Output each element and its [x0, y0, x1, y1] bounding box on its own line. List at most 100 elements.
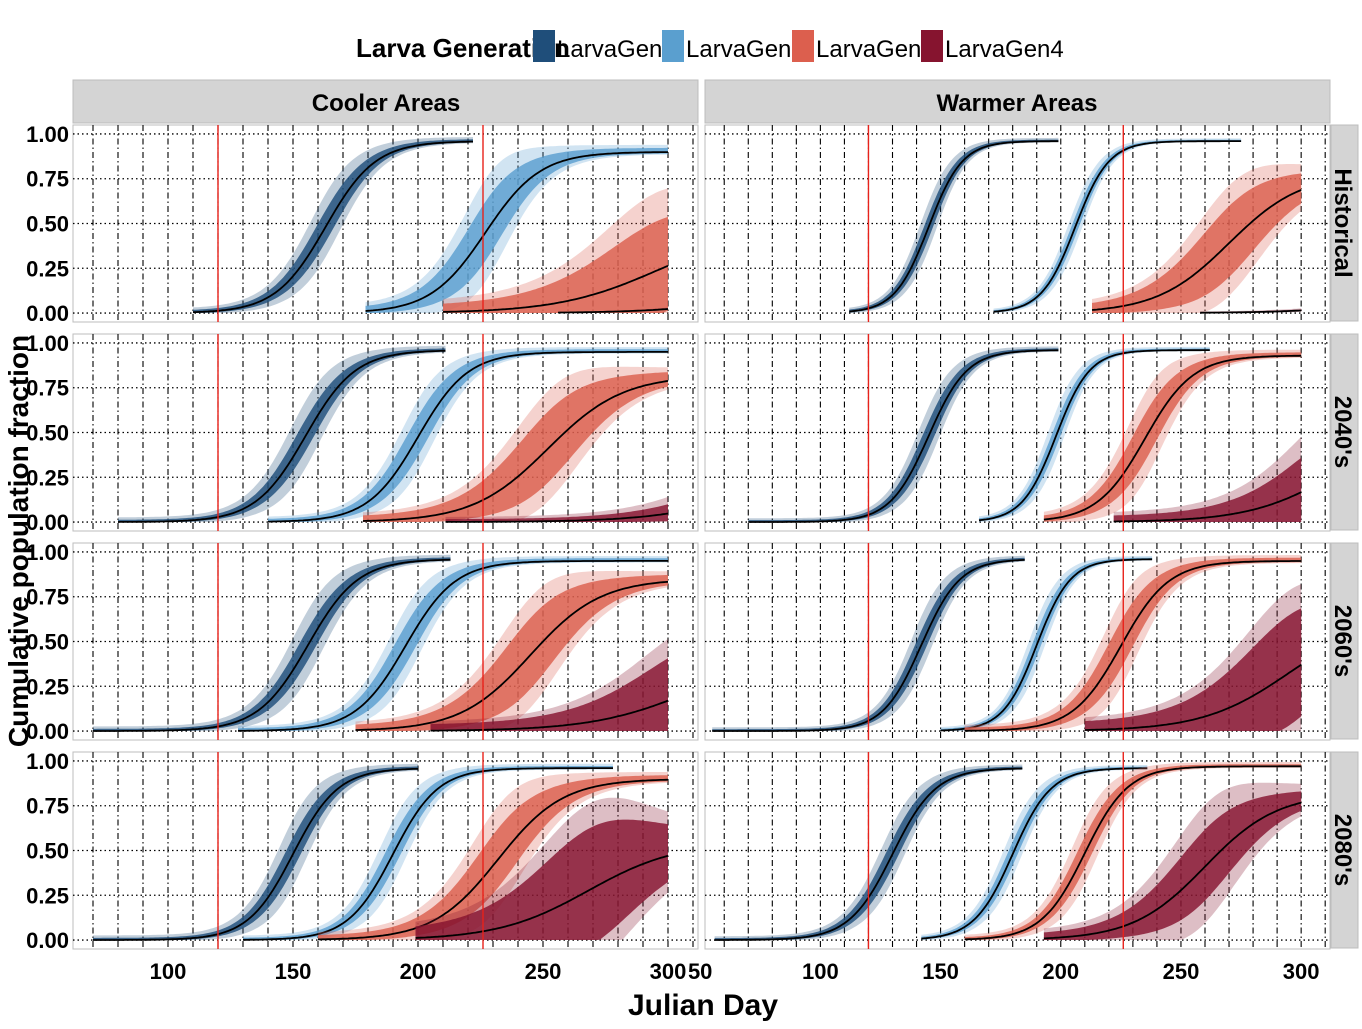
gen4-inner-band	[430, 658, 668, 731]
gen3-inner-band	[355, 575, 668, 731]
gen2-median-line	[365, 151, 668, 312]
x-tick-label: 250	[525, 959, 562, 984]
y-tick-label: 0.50	[26, 212, 69, 237]
x-tick-label: 200	[400, 959, 437, 984]
gen4-inner-band	[1043, 791, 1302, 940]
y-tick-label: 0.50	[26, 839, 69, 864]
gen2-median-line	[993, 140, 1242, 313]
strip-label-2080s: 2080's	[1329, 814, 1356, 886]
gen2-median-line	[940, 558, 1153, 732]
gen3-median-line	[964, 560, 1302, 732]
x-axis-title: Julian Day	[628, 989, 778, 1022]
gen3-median-line	[355, 580, 669, 731]
legend: Larva Generation LarvaGen1 LarvaGen2 Lar…	[356, 30, 1064, 63]
gen4-median-line	[1084, 664, 1302, 731]
gen2-median-line	[238, 560, 668, 732]
x-ticks: 100 150 200 250 300 50 100 150 200 250 300	[150, 959, 1320, 984]
x-tick-label: 150	[922, 959, 959, 984]
strip-2060s	[1330, 542, 1359, 740]
gen3-median-line	[442, 264, 669, 313]
legend-label-gen4: LarvaGen4	[945, 36, 1064, 63]
gen4-inner-band	[1084, 608, 1302, 731]
gen4-inner-band	[415, 819, 668, 940]
y-tick-label: 0.75	[26, 376, 69, 401]
gen4-median-line	[415, 854, 669, 939]
y-tick-label: 0.25	[26, 883, 69, 908]
gen2-median-line	[978, 349, 1210, 522]
x-tick-label: 200	[1042, 959, 1079, 984]
y-axis-title: Cumulative population fraction	[3, 335, 34, 747]
gen1-inner-band	[193, 139, 473, 313]
panel-5	[704, 542, 1331, 741]
y-tick-label: 1.00	[26, 331, 69, 356]
gen1-median-line	[748, 349, 1059, 523]
strip-cooler-areas	[72, 79, 699, 124]
panel-3	[704, 333, 1331, 532]
gen2-inner-band	[979, 348, 1210, 522]
strip-label-2040s: 2040's	[1329, 396, 1356, 468]
x-tick-label: 100	[150, 959, 187, 984]
x-tick-label: 50	[688, 959, 712, 984]
y-tick-label: 0.00	[26, 719, 69, 744]
gen2-median-line	[268, 350, 668, 523]
y-tick-label: 0.75	[26, 585, 69, 610]
gen4-median-line	[1200, 309, 1302, 314]
legend-swatch-gen3	[792, 30, 814, 62]
legend-swatch-gen2	[662, 30, 684, 62]
gen4-median-line	[557, 308, 669, 314]
y-tick-label: 1.00	[26, 749, 69, 774]
gen3-outer-band	[964, 762, 1302, 940]
gen1-median-line	[192, 140, 473, 314]
strip-2080s	[1330, 751, 1359, 949]
strip-warmer-areas	[704, 79, 1331, 124]
strip-label-2060s: 2060's	[1329, 605, 1356, 677]
gen2-inner-band	[243, 766, 613, 940]
gen3-inner-band	[1092, 173, 1302, 313]
y-tick-label: 0.50	[26, 630, 69, 655]
y-tick-label: 0.00	[26, 928, 69, 953]
gen3-median-line	[1043, 354, 1302, 521]
y-tick-label: 0.25	[26, 674, 69, 699]
y-tick-label: 1.00	[26, 122, 69, 147]
gen3-median-line	[318, 778, 669, 941]
gen3-inner-band	[964, 557, 1302, 731]
legend-label-gen1: LarvaGen1	[557, 36, 676, 63]
gen1-median-line	[849, 140, 1059, 313]
gen2-median-line	[243, 767, 613, 941]
strip-2040s	[1330, 333, 1359, 531]
panel-6	[72, 751, 699, 950]
x-tick-label: 250	[1163, 959, 1200, 984]
gen1-inner-band	[712, 557, 1025, 731]
gen4-inner-band	[1113, 457, 1302, 522]
gen2-median-line	[921, 767, 1148, 940]
y-tick-label: 0.75	[26, 167, 69, 192]
legend-label-gen3: LarvaGen3	[816, 36, 935, 63]
legend-swatch-gen1	[533, 30, 555, 62]
y-tick-label: 0.75	[26, 794, 69, 819]
panel-4	[72, 542, 699, 741]
gen4-median-line	[1113, 491, 1302, 523]
legend-label-gen2: LarvaGen2	[686, 36, 805, 63]
panel-0	[72, 124, 699, 323]
gen2-inner-band	[365, 147, 668, 313]
panel-2	[72, 333, 699, 532]
gen2-outer-band	[921, 765, 1148, 940]
gen4-median-line	[430, 699, 669, 732]
gen3-median-line	[1091, 189, 1302, 311]
x-tick-label: 300	[1283, 959, 1320, 984]
gen4-inner-band	[445, 504, 668, 522]
panel-1	[704, 124, 1331, 323]
gen3-median-line	[964, 765, 1302, 941]
y-tick-label: 0.25	[26, 256, 69, 281]
gen3-median-line	[362, 380, 669, 522]
strip-label-historical: Historical	[1329, 168, 1356, 277]
strip-label-warmer-areas: Warmer Areas	[937, 90, 1098, 117]
strip-label-cooler-areas: Cooler Areas	[312, 90, 461, 117]
gen1-median-line	[117, 349, 446, 523]
gen3-inner-band	[318, 775, 668, 940]
panel-7	[704, 751, 1331, 950]
gen1-inner-band	[93, 766, 418, 940]
gen1-inner-band	[748, 348, 1059, 522]
x-tick-label: 100	[802, 959, 839, 984]
y-tick-label: 0.25	[26, 465, 69, 490]
